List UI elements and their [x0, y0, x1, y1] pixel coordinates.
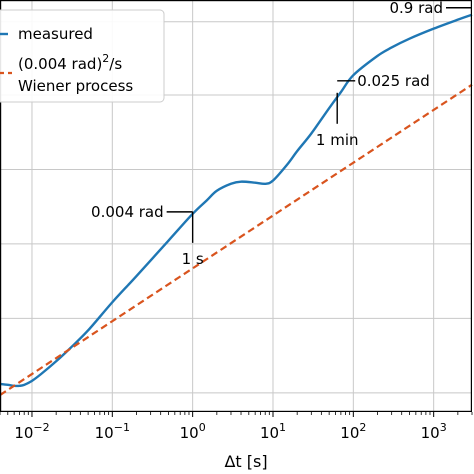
legend-box: [0, 9, 165, 103]
x-tick-label: 100: [180, 421, 206, 442]
legend-label-wiener-line2: Wiener process: [18, 77, 133, 95]
series-wiener-line: [0, 83, 473, 396]
series-layer: [0, 13, 473, 396]
annotation-ann-0004: 0.004 rad 1 s: [91, 203, 204, 268]
annotation-ann-0025: 0.025 rad 1 min: [316, 72, 430, 149]
x-tick-label: 102: [340, 421, 366, 442]
annotation-label: 0.9 rad: [389, 0, 443, 17]
x-axis-label: Δt [s]: [224, 452, 267, 471]
annotation-tick-label: 1 s: [182, 250, 204, 268]
annotation-label: 0.004 rad: [91, 203, 164, 221]
annotation-tick-label: 1 min: [316, 131, 359, 149]
annotations: 0.004 rad 1 s 0.025 rad 1 min 0.9 rad: [91, 0, 472, 268]
x-axis: 10−2 10−1 100 101 102 103: [0, 412, 473, 442]
x-tick-label: 10−2: [14, 421, 49, 442]
legend-label-measured: measured: [18, 25, 93, 43]
x-tick-label: 103: [421, 421, 447, 442]
annotation-ann-09: 0.9 rad: [389, 0, 472, 17]
x-tick-label: 101: [260, 421, 286, 442]
x-tick-label: 10−1: [95, 421, 130, 442]
plot-frame: [0, 0, 472, 412]
annotation-label: 0.025 rad: [357, 72, 430, 90]
series-measured-line: [0, 13, 473, 388]
legend-label-wiener: (0.004 rad)2/s: [18, 52, 122, 73]
legend: measured (0.004 rad)2/s Wiener process: [0, 9, 165, 103]
